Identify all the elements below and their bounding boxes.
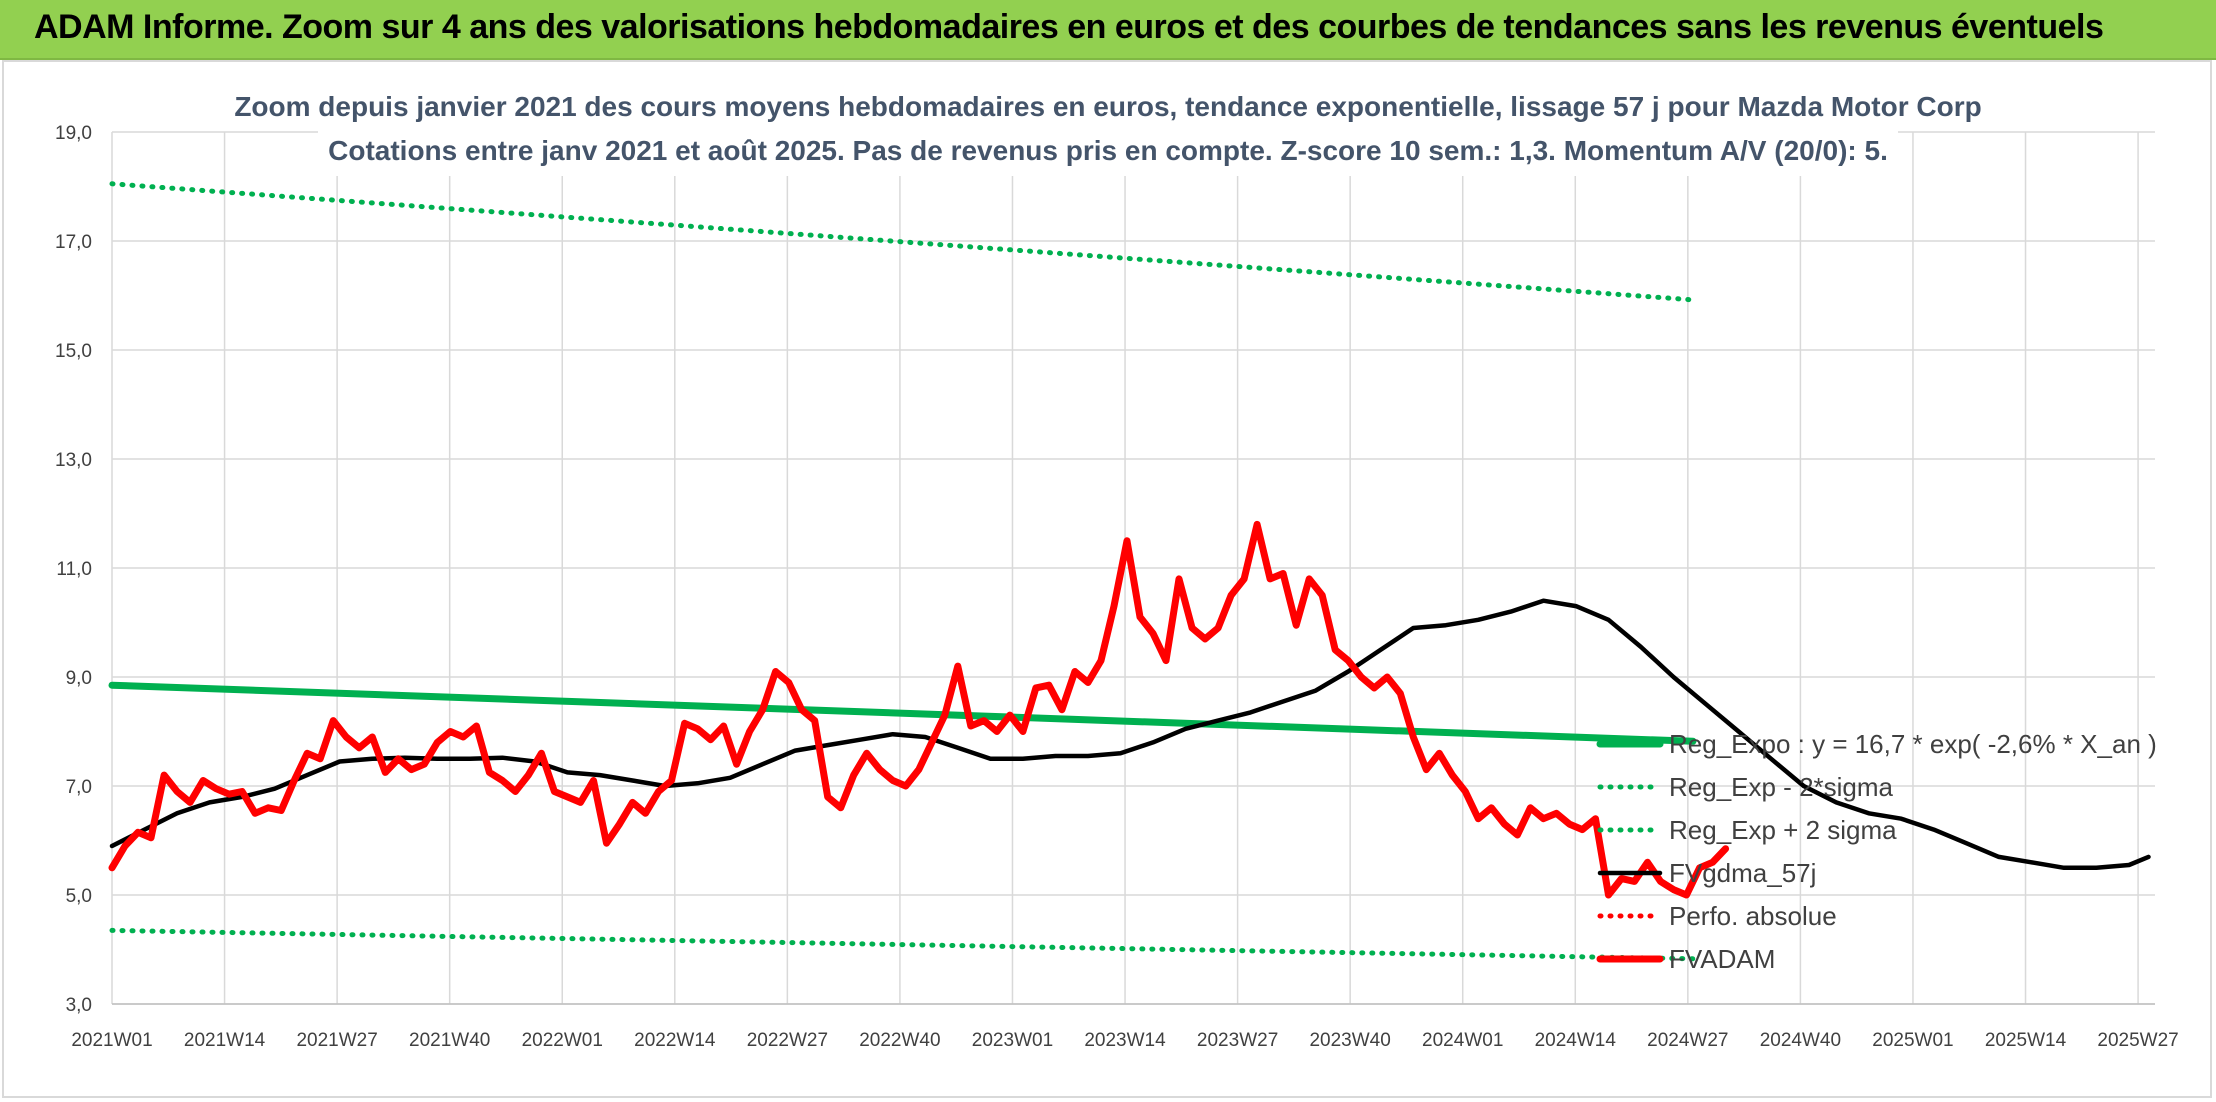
- x-tick-label: 2023W27: [1197, 1030, 1278, 1051]
- series-line-reg-exp-2-sigma: [109, 181, 1696, 303]
- x-axis-ticks: 2021W01 2021W14 2021W27 2021W40 2022W01 2022W…: [71, 1030, 2178, 1051]
- x-tick-label: 2021W40: [409, 1030, 490, 1051]
- y-tick-label: 13,0: [55, 450, 92, 471]
- chart-frame: [2, 60, 2212, 1098]
- legend-label: Perfo. absolue: [1669, 901, 1837, 931]
- x-tick-label: 2023W01: [972, 1030, 1053, 1051]
- x-tick-label: 2022W01: [522, 1030, 603, 1051]
- y-tick-label: 17,0: [55, 232, 92, 253]
- y-tick-label: 15,0: [55, 341, 92, 362]
- x-tick-label: 2021W14: [184, 1030, 266, 1051]
- banner-title: ADAM Informe. Zoom sur 4 ans des valoris…: [34, 8, 2104, 46]
- x-tick-label: 2022W14: [634, 1030, 716, 1051]
- x-tick-label: 2024W27: [1647, 1030, 1728, 1051]
- legend-label: Reg_Exp - 2*sigma: [1669, 772, 1894, 802]
- gridlines: [111, 131, 2155, 1005]
- chart-title-line2: Cotations entre janv 2021 et août 2025. …: [328, 135, 1888, 166]
- y-tick-label: 7,0: [66, 777, 92, 798]
- series-line-fvgdma-57j: [109, 598, 2151, 871]
- legend: Reg_Expo : y = 16,7 * exp( -2,6% * X_an …: [1596, 729, 2157, 974]
- legend-label: FVgdma_57j: [1669, 858, 1816, 888]
- x-tick-label: 2024W40: [1760, 1030, 1841, 1051]
- y-axis-ticks: 3,0 5,0 7,0 9,0 11,0 13,0 15,0 17,0 19,0: [55, 123, 92, 1016]
- x-tick-label: 2023W40: [1309, 1030, 1390, 1051]
- x-tick-label: 2021W01: [71, 1030, 152, 1051]
- y-tick-label: 19,0: [55, 123, 92, 144]
- series-layer: [108, 181, 2151, 962]
- y-tick-label: 5,0: [66, 886, 92, 907]
- legend-label: FVADAM: [1669, 944, 1775, 974]
- report-banner: ADAM Informe. Zoom sur 4 ans des valoris…: [0, 0, 2216, 60]
- series-line-reg-expo-y-16-7-exp-2-6-x-an: [108, 681, 1697, 745]
- chart-title-line1: Zoom depuis janvier 2021 des cours moyen…: [234, 91, 1981, 122]
- x-tick-label: 2023W14: [1084, 1030, 1166, 1051]
- x-tick-label: 2024W14: [1535, 1030, 1617, 1051]
- x-tick-label: 2022W40: [859, 1030, 940, 1051]
- title-backdrop: [318, 88, 1898, 176]
- legend-label: Reg_Expo : y = 16,7 * exp( -2,6% * X_an …: [1669, 729, 2157, 759]
- x-tick-label: 2024W01: [1422, 1030, 1503, 1051]
- y-tick-label: 11,0: [56, 559, 92, 580]
- legend-label: Reg_Exp + 2 sigma: [1669, 815, 1897, 845]
- x-tick-label: 2025W27: [2097, 1030, 2178, 1051]
- x-tick-label: 2025W01: [1872, 1030, 1953, 1051]
- x-tick-label: 2022W27: [747, 1030, 828, 1051]
- y-tick-label: 3,0: [66, 995, 92, 1016]
- x-tick-label: 2025W14: [1985, 1030, 2067, 1051]
- y-tick-label: 9,0: [66, 668, 92, 689]
- x-tick-label: 2021W27: [296, 1030, 377, 1051]
- series-line-reg-exp-2-sigma: [109, 927, 1696, 962]
- series-line-fvadam: [108, 520, 1730, 899]
